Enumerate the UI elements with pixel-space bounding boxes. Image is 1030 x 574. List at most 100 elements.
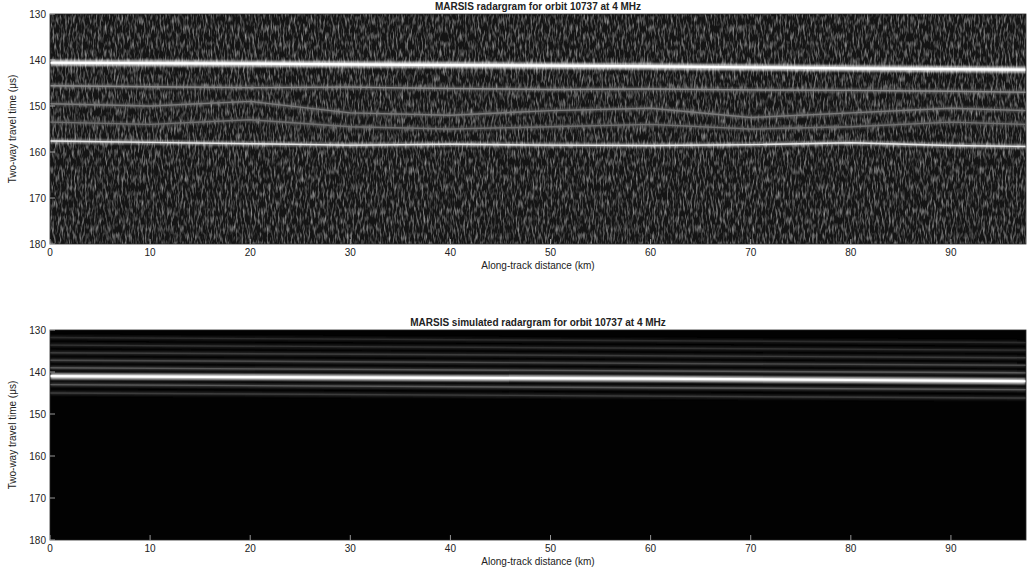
x-tick (650, 535, 651, 540)
y-tick (50, 60, 55, 61)
x-tick (750, 239, 751, 244)
reflector-glow (50, 385, 1026, 390)
y-tick (50, 372, 55, 373)
reflector-glow (50, 86, 1026, 92)
y-tick-label: 180 (29, 239, 46, 250)
y-tick-label: 130 (29, 325, 46, 336)
x-tick-label: 50 (545, 247, 557, 258)
x-tick (850, 535, 851, 540)
x-tick (350, 535, 351, 540)
x-tick-label: 40 (445, 247, 457, 258)
plot-area (50, 14, 1026, 244)
reflector-glow (50, 376, 1026, 381)
x-tick (950, 239, 951, 244)
plot-frame (50, 330, 1026, 540)
reflector-glow (50, 120, 1026, 129)
figure: 0 10 20 30 40 50 60 70 80 90 130 140 150 160 170 180 MAR… (0, 0, 1030, 574)
x-tick (750, 535, 751, 540)
reflector (50, 385, 1026, 390)
reflector (50, 120, 1026, 129)
reflector (50, 86, 1026, 92)
reflector-glow (50, 141, 1026, 147)
y-tick-label: 130 (29, 9, 46, 20)
y-tick (50, 152, 55, 153)
y-tick-label: 180 (29, 535, 46, 546)
reflector (50, 101, 1026, 117)
x-tick-label: 70 (745, 247, 757, 258)
reflector (50, 360, 1026, 365)
x-tick-label: 0 (47, 543, 53, 554)
x-tick-label: 20 (245, 543, 257, 554)
reflector (50, 353, 1026, 358)
x-tick-label: 0 (47, 247, 53, 258)
x-tick-label: 60 (645, 543, 657, 554)
x-tick (950, 535, 951, 540)
x-tick (550, 239, 551, 244)
plot-frame (50, 14, 1026, 244)
x-tick (650, 239, 651, 244)
x-tick-label: 80 (845, 247, 857, 258)
x-tick (250, 535, 251, 540)
x-tick (50, 239, 51, 244)
y-tick-label: 140 (29, 55, 46, 66)
reflector (50, 393, 1026, 398)
y-tick (50, 498, 55, 499)
plot-background (50, 14, 1026, 244)
x-tick (450, 239, 451, 244)
reflector-glow (50, 101, 1026, 117)
x-tick (350, 239, 351, 244)
chart-title: MARSIS radargram for orbit 10737 at 4 MH… (435, 1, 641, 12)
x-tick (450, 535, 451, 540)
x-tick-label: 10 (145, 543, 157, 554)
x-tick-label: 50 (545, 543, 557, 554)
x-tick-label: 90 (945, 247, 957, 258)
chart-title: MARSIS simulated radargram for orbit 107… (410, 317, 666, 328)
x-tick (150, 535, 151, 540)
y-tick (50, 198, 55, 199)
x-tick-label: 40 (445, 543, 457, 554)
y-tick (50, 106, 55, 107)
y-tick-label: 170 (29, 193, 46, 204)
y-tick-label: 140 (29, 367, 46, 378)
y-tick (50, 14, 55, 15)
y-tick-label: 150 (29, 101, 46, 112)
y-tick (50, 414, 55, 415)
y-tick-label: 170 (29, 493, 46, 504)
y-tick-label: 160 (29, 451, 46, 462)
y-tick (50, 244, 55, 245)
x-tick (50, 535, 51, 540)
reflector-glow (50, 393, 1026, 398)
y-tick (50, 540, 55, 541)
x-tick (150, 239, 151, 244)
x-tick-label: 30 (345, 543, 357, 554)
x-tick (550, 535, 551, 540)
x-axis-title: Along-track distance (km) (481, 260, 594, 271)
plot-background (50, 330, 1026, 540)
x-tick-label: 90 (945, 543, 957, 554)
x-tick-label: 70 (745, 543, 757, 554)
y-axis-title: Two-way travel time (μs) (7, 75, 18, 184)
reflector-glow (50, 368, 1026, 373)
y-tick-label: 160 (29, 147, 46, 158)
x-tick-label: 80 (845, 543, 857, 554)
reflector-glow (50, 338, 1026, 343)
reflector (50, 63, 1026, 70)
x-tick-label: 60 (645, 247, 657, 258)
x-tick (850, 239, 851, 244)
x-axis-title: Along-track distance (km) (481, 556, 594, 567)
speckle-texture (50, 14, 1026, 244)
x-tick-label: 20 (245, 247, 257, 258)
plot-area (50, 330, 1026, 540)
reflector-glow (50, 63, 1026, 70)
y-tick-label: 150 (29, 409, 46, 420)
reflector-glow (50, 360, 1026, 365)
reflector (50, 368, 1026, 373)
y-tick (50, 330, 55, 331)
reflector (50, 345, 1026, 350)
reflector-glow (50, 345, 1026, 350)
x-tick (250, 239, 251, 244)
x-tick-label: 30 (345, 247, 357, 258)
y-tick (50, 456, 55, 457)
reflector (50, 376, 1026, 381)
reflector-glow (50, 353, 1026, 358)
